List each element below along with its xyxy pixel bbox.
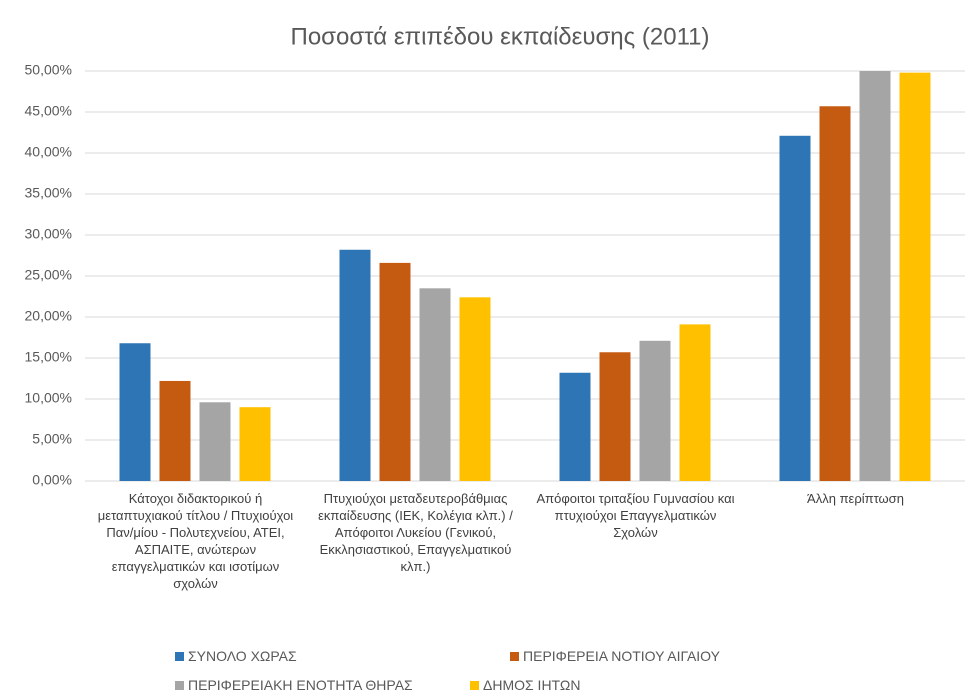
legend-swatch bbox=[470, 680, 479, 690]
bar bbox=[199, 402, 231, 481]
legend-label: ΠΕΡΙΦΕΡΕΙΑΚΗ ΕΝΟΤΗΤΑ ΘΗΡΑΣ bbox=[188, 677, 413, 693]
y-tick-label: 20,00% bbox=[25, 308, 72, 324]
bar bbox=[559, 372, 591, 481]
bar bbox=[419, 288, 451, 481]
legend-swatch bbox=[175, 680, 184, 690]
bar bbox=[779, 135, 811, 481]
bar bbox=[379, 262, 411, 481]
bar bbox=[819, 106, 851, 481]
bar bbox=[239, 407, 271, 481]
legend-swatch bbox=[175, 651, 184, 661]
legend-label: ΣΥΝΟΛΟ ΧΩΡΑΣ bbox=[188, 648, 297, 664]
bar bbox=[339, 249, 371, 481]
y-tick-label: 35,00% bbox=[25, 185, 72, 201]
legend-item: ΠΕΡΙΦΕΡΕΙΑΚΗ ΕΝΟΤΗΤΑ ΘΗΡΑΣ bbox=[175, 677, 413, 693]
bar bbox=[159, 380, 191, 481]
bar bbox=[459, 297, 491, 481]
x-tick-label: Κάτοχοι διδακτορικού ή μεταπτυχιακού τίτ… bbox=[97, 491, 294, 591]
y-tick-label: 5,00% bbox=[32, 431, 72, 447]
legend-item: ΔΗΜΟΣ ΙΗΤΩΝ bbox=[470, 677, 580, 693]
legend-item: ΣΥΝΟΛΟ ΧΩΡΑΣ bbox=[175, 648, 297, 664]
chart-title: Ποσοστά επιπέδου εκπαίδευσης (2011) bbox=[291, 23, 710, 50]
bar bbox=[639, 340, 671, 481]
legend-item: ΠΕΡΙΦΕΡΕΙΑ ΝΟΤΙΟΥ ΑΙΓΑΙΟΥ bbox=[510, 648, 720, 664]
y-tick-label: 10,00% bbox=[25, 390, 72, 406]
y-tick-label: 40,00% bbox=[25, 144, 72, 160]
legend-label: ΔΗΜΟΣ ΙΗΤΩΝ bbox=[483, 677, 581, 693]
bar bbox=[599, 352, 631, 481]
bar bbox=[859, 71, 891, 481]
y-tick-label: 0,00% bbox=[32, 472, 72, 488]
x-tick-label: Πτυχιούχοι μεταδευτεροβάθμιας εκπαίδευση… bbox=[318, 491, 513, 574]
x-tick-label: Άλλη περίπτωση bbox=[807, 491, 904, 506]
y-tick-label: 15,00% bbox=[25, 349, 72, 365]
x-tick-label: Απόφοιτοι τριταξίου Γυμνασίου και πτυχιο… bbox=[536, 491, 735, 540]
legend-label: ΠΕΡΙΦΕΡΕΙΑ ΝΟΤΙΟΥ ΑΙΓΑΙΟΥ bbox=[523, 648, 720, 664]
bar bbox=[679, 324, 711, 481]
bar bbox=[899, 72, 931, 481]
y-tick-label: 30,00% bbox=[25, 226, 72, 242]
y-tick-label: 45,00% bbox=[25, 103, 72, 119]
bar bbox=[119, 343, 151, 481]
y-tick-label: 50,00% bbox=[25, 62, 72, 78]
y-tick-label: 25,00% bbox=[25, 267, 72, 283]
legend-swatch bbox=[510, 651, 519, 661]
